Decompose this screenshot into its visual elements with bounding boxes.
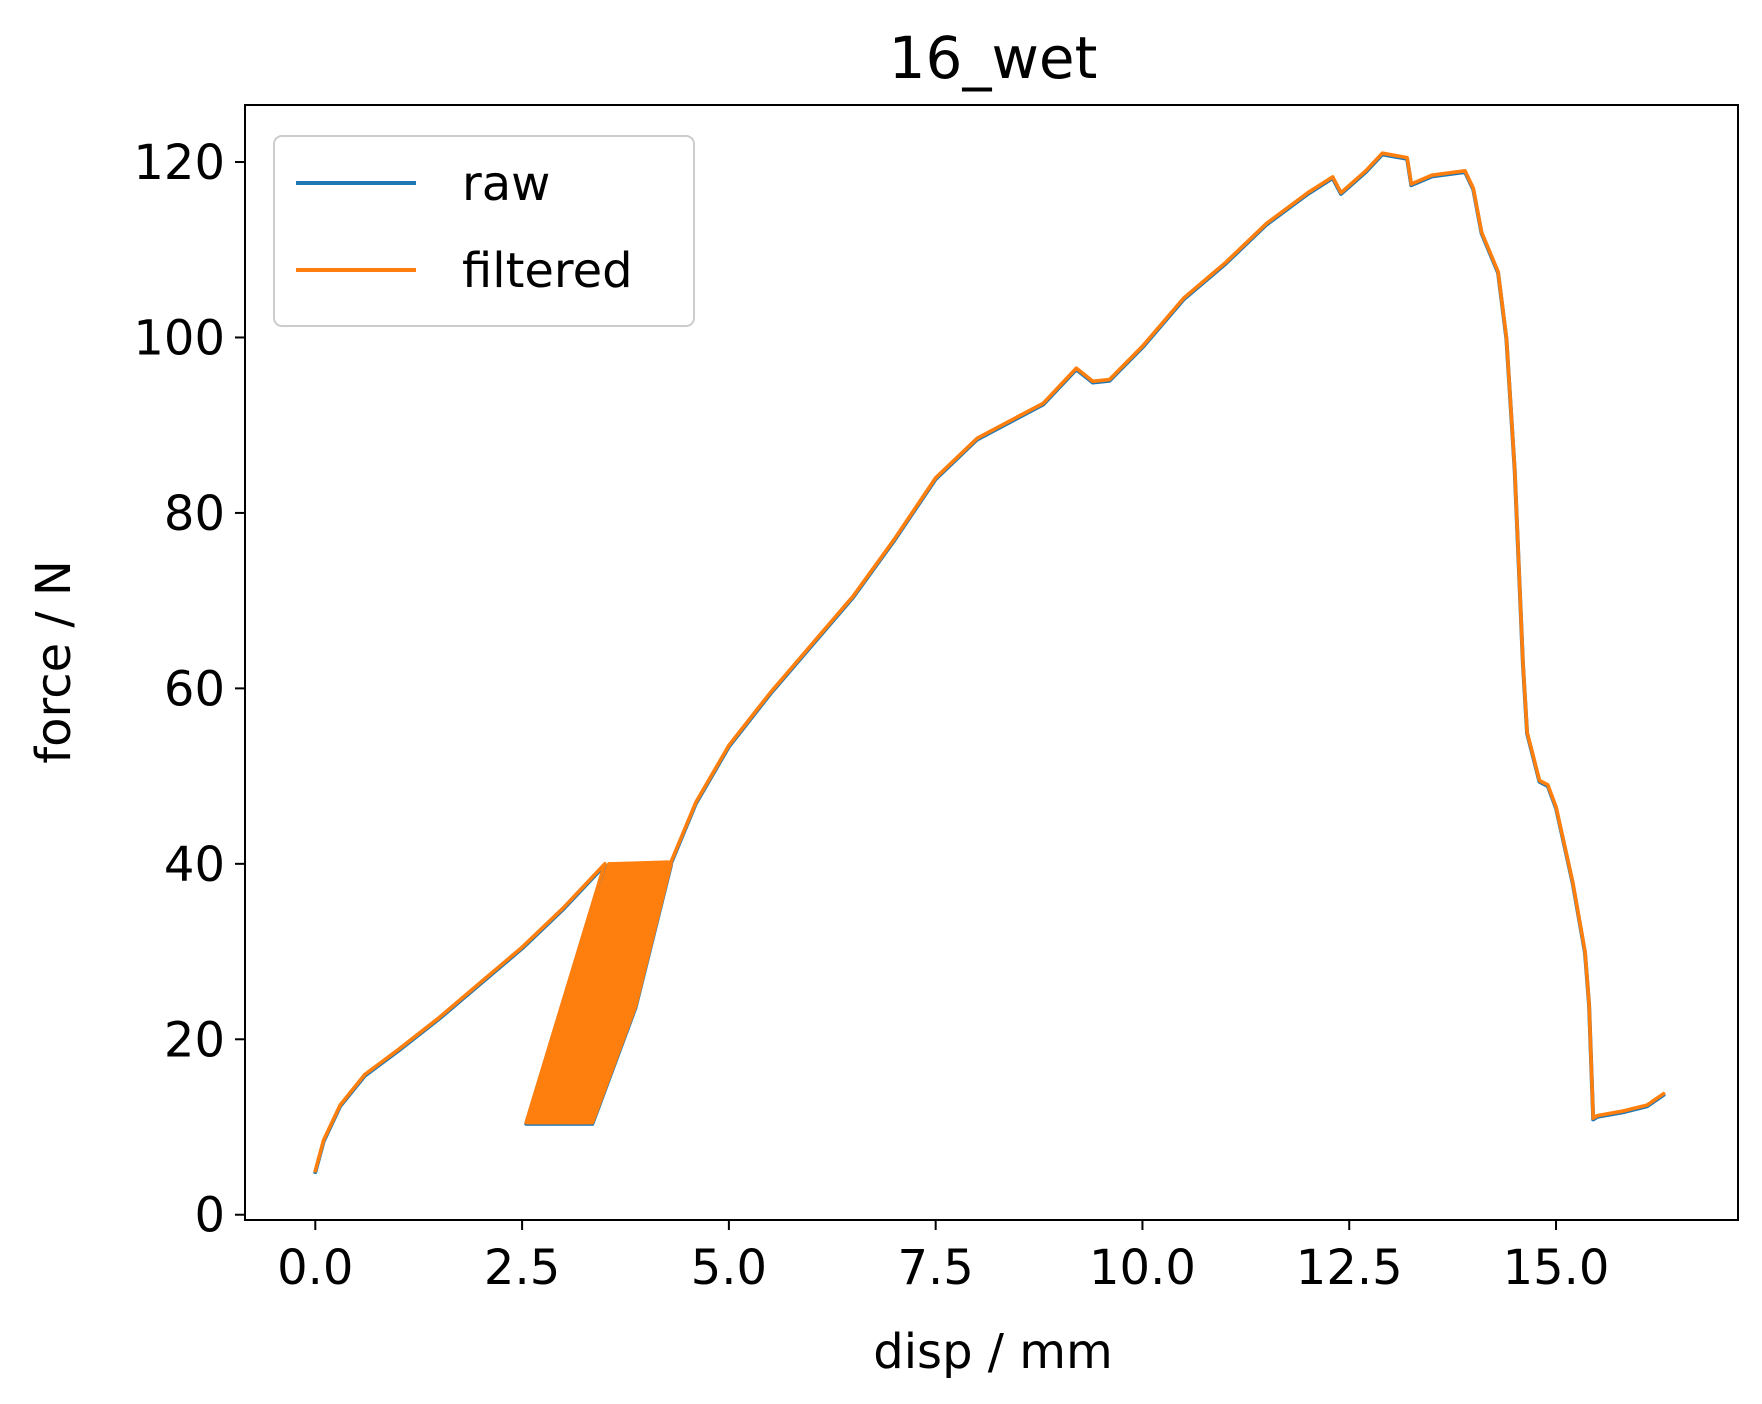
y-tick-label: 20 (164, 1012, 225, 1068)
legend-label-filtered: filtered (462, 243, 633, 299)
x-axis-label: disp / mm (873, 1324, 1112, 1380)
y-tick-label: 120 (133, 135, 225, 191)
series-layer (313, 151, 1666, 1175)
x-tick-label: 2.5 (484, 1240, 560, 1296)
x-axis: 0.0 2.5 5.0 7.5 10.0 12.5 15.0 (277, 1220, 1609, 1296)
y-tick-label: 80 (164, 486, 225, 542)
x-tick-label: 5.0 (691, 1240, 767, 1296)
y-tick-label: 40 (164, 837, 225, 893)
x-tick-label: 15.0 (1503, 1240, 1610, 1296)
x-tick-label: 10.0 (1089, 1240, 1196, 1296)
series-line-filtered (313, 151, 1666, 1173)
y-tick-label: 60 (164, 661, 225, 717)
y-tick-label: 100 (133, 310, 225, 366)
x-tick-label: 0.0 (277, 1240, 353, 1296)
legend-label-raw: raw (462, 156, 550, 212)
x-tick-label: 12.5 (1296, 1240, 1403, 1296)
chart-title: 16_wet (889, 24, 1098, 92)
legend: raw filtered (273, 135, 695, 327)
y-axis-label: force / N (26, 560, 82, 763)
x-tick-label: 7.5 (897, 1240, 973, 1296)
axes-frame (244, 104, 1739, 1221)
y-axis: 0 20 40 60 80 100 120 (133, 135, 245, 1244)
y-tick-label: 0 (194, 1188, 225, 1244)
